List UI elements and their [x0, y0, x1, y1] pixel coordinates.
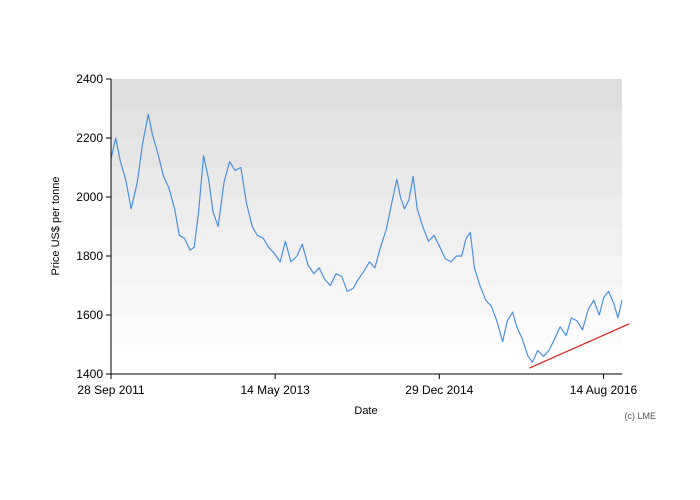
x-tick-label: 14 Aug 2016: [570, 383, 638, 397]
x-tick-label: 29 Dec 2014: [405, 383, 473, 397]
price-series: [110, 113, 623, 363]
series-line: [110, 113, 623, 363]
background-band: [111, 344, 622, 375]
y-tick-label: 2200: [76, 131, 103, 145]
y-axis-title: Price US$ per tonne: [50, 176, 62, 275]
background-band: [111, 315, 622, 345]
background-band: [111, 285, 622, 316]
x-tick-label: 28 Sep 2011: [77, 383, 144, 397]
plot-background: [111, 79, 622, 375]
x-axis-title: Date: [354, 405, 377, 417]
background-band: [111, 108, 622, 139]
y-tick-label: 1400: [76, 367, 103, 381]
background-band: [111, 226, 622, 257]
x-axis-ticks: 28 Sep 2011 14 May 2013 29 Dec 2014 14 Aug …: [77, 374, 638, 397]
trendline: [529, 323, 630, 369]
y-axis-ticks: 1400 1600 1800 2000 2200 2400: [76, 72, 111, 381]
background-band: [111, 256, 622, 286]
background-band: [111, 167, 622, 198]
background-band: [111, 197, 622, 227]
axes: [110, 79, 622, 375]
y-tick-label: 1600: [76, 308, 103, 322]
y-tick-label: 2000: [76, 190, 103, 204]
background-band: [111, 79, 622, 109]
y-tick-label: 2400: [76, 72, 103, 86]
x-tick-label: 14 May 2013: [240, 383, 310, 397]
background-band: [111, 138, 622, 168]
trendline-segment: [529, 323, 630, 369]
credit-label: (c) LME: [625, 411, 657, 421]
y-tick-label: 1800: [76, 249, 103, 263]
